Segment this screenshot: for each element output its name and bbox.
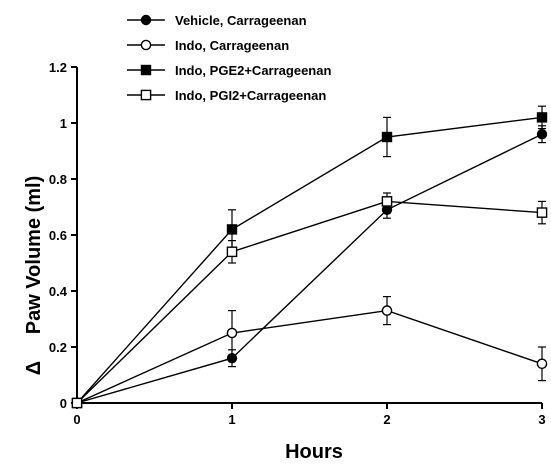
legend: Vehicle, Carrageenan Indo, Carrageenan Ind…	[127, 13, 331, 103]
series-2	[71, 105, 548, 409]
data-point	[226, 246, 238, 258]
legend-item: Indo, Carrageenan	[127, 38, 289, 53]
series-line	[76, 116, 543, 404]
legend-marker	[140, 89, 152, 101]
x-tick-label: 0	[73, 412, 80, 427]
series-line	[76, 133, 543, 404]
legend-label: Indo, PGE2+Carrageenan	[175, 63, 331, 78]
y-tick-label: 0.4	[49, 284, 68, 299]
y-axis-title: Paw Volume (ml)	[23, 176, 45, 335]
legend-label: Indo, Carrageenan	[175, 38, 289, 53]
series-layer	[71, 105, 548, 409]
x-tick-label: 1	[228, 412, 235, 427]
y-tick-label: 0.2	[49, 340, 67, 355]
y-tick-label: 1.2	[49, 60, 67, 75]
data-point	[536, 112, 548, 123]
axes	[76, 67, 542, 404]
series-1	[71, 296, 548, 409]
x-tick-label: 3	[538, 412, 545, 427]
data-point	[226, 224, 238, 235]
y-tick-label: 0.8	[49, 172, 67, 187]
data-point	[536, 207, 548, 218]
data-point	[381, 196, 393, 207]
data-point	[226, 327, 238, 339]
data-point	[381, 131, 393, 143]
legend-marker	[140, 39, 152, 51]
data-point	[71, 397, 83, 409]
data-point	[536, 128, 548, 140]
legend-label: Indo, PGI2+Carrageenan	[175, 88, 326, 103]
legend-item: Indo, PGI2+Carrageenan	[127, 88, 326, 103]
legend-marker	[140, 64, 152, 76]
series-line	[76, 309, 543, 404]
x-tick-label: 2	[383, 412, 390, 427]
legend-marker	[140, 14, 152, 26]
legend-item: Indo, PGE2+Carrageenan	[127, 63, 331, 78]
y-tick-label: 0.6	[49, 228, 67, 243]
axis-ticks: 0 1 2 3 0 0.2 0.4 0.6 0.8 1 1.2	[49, 60, 546, 427]
series-0	[71, 125, 548, 409]
legend-label: Vehicle, Carrageenan	[175, 13, 307, 28]
data-point	[381, 305, 393, 316]
y-tick-label: 0	[60, 396, 67, 411]
series-3	[71, 192, 548, 409]
data-point	[536, 358, 548, 370]
series-line	[76, 200, 543, 404]
legend-item: Vehicle, Carrageenan	[127, 13, 307, 28]
y-tick-label: 1	[60, 116, 67, 131]
x-axis-title: Hours	[285, 441, 343, 463]
y-axis-title-delta: Δ	[23, 361, 45, 375]
